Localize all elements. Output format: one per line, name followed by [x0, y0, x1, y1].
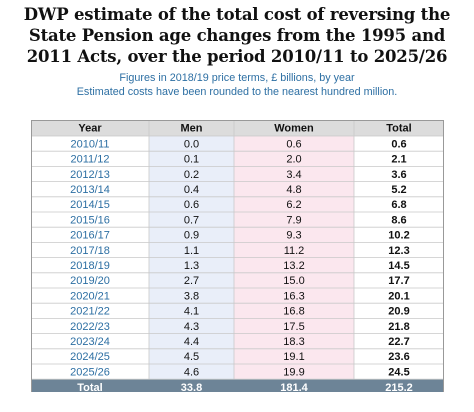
cost-table: Year Men Women Total 2010/11 0.0 0.6 0.6 2011/12…	[30, 120, 445, 396]
total-cell: 3.6	[391, 169, 406, 181]
column-header: Women	[274, 123, 314, 135]
year-cell: 2012/13	[70, 169, 110, 181]
total-cell: 6.8	[391, 199, 406, 211]
men-cell: 0.9	[184, 230, 199, 242]
women-cell: 15.0	[283, 275, 304, 287]
subtitle-line: Estimated costs have been rounded to the…	[76, 86, 398, 98]
column-header: Year	[78, 123, 102, 135]
title-line: DWP estimate of the total cost of revers…	[23, 5, 451, 24]
year-cell: 2018/19	[70, 260, 110, 272]
subtitle-line: Figures in 2018/19 price terms, £ billio…	[119, 72, 355, 84]
grand-total-cell: 215.2	[385, 382, 413, 392]
title-line: 2011 Acts, over the period 2010/11 to 20…	[26, 47, 448, 66]
year-cell: 2023/24	[70, 336, 110, 348]
total-cell: 23.6	[388, 351, 409, 363]
year-cell: 2022/23	[70, 321, 110, 333]
year-cell: 2024/25	[70, 351, 110, 363]
men-cell: 4.6	[184, 366, 199, 378]
women-cell: 19.9	[283, 366, 304, 378]
men-cell: 0.4	[184, 184, 199, 196]
women-cell: 9.3	[286, 230, 301, 242]
total-cell: 20.1	[388, 290, 409, 302]
grand-total-cell: Total	[77, 382, 102, 392]
year-cell: 2013/14	[70, 184, 110, 196]
men-cell: 1.1	[184, 245, 199, 257]
women-cell: 11.2	[284, 245, 305, 257]
total-cell: 8.6	[391, 214, 406, 226]
men-cell: 0.6	[184, 199, 199, 211]
cost-table-svg: Year Men Women Total 2010/11 0.0 0.6 0.6 2011/12…	[30, 120, 445, 396]
title-line: State Pension age changes from the 1995 …	[28, 26, 446, 45]
men-cell: 4.5	[184, 351, 199, 363]
women-cell: 16.8	[283, 306, 304, 318]
year-cell: 2011/12	[71, 154, 110, 166]
total-cell: 20.9	[388, 306, 409, 318]
men-cell: 4.4	[184, 336, 199, 348]
men-cell: 4.1	[184, 306, 199, 318]
men-cell: 4.3	[184, 321, 199, 333]
men-cell: 0.1	[184, 154, 199, 166]
women-cell: 19.1	[283, 351, 304, 363]
men-cell: 0.0	[184, 138, 199, 150]
total-cell: 2.1	[391, 154, 406, 166]
women-cell: 17.5	[283, 321, 304, 333]
grand-total-cell: 181.4	[280, 382, 308, 392]
men-cell: 3.8	[184, 290, 199, 302]
header-row-bg	[31, 120, 444, 136]
year-cell: 2016/17	[70, 230, 110, 242]
women-cell: 6.2	[286, 199, 301, 211]
year-cell: 2021/22	[70, 306, 110, 318]
total-cell: 12.3	[388, 245, 409, 257]
women-cell: 13.2	[283, 260, 304, 272]
chart-title: DWP estimate of the total cost of revers…	[0, 4, 474, 67]
total-cell: 5.2	[391, 184, 406, 196]
total-cell: 14.5	[388, 260, 409, 272]
grand-total-cell: 33.8	[181, 382, 202, 392]
total-cell: 24.5	[388, 366, 409, 378]
women-cell: 7.9	[286, 214, 301, 226]
year-cell: 2019/20	[70, 275, 110, 287]
women-cell: 2.0	[286, 154, 301, 166]
women-cell: 18.3	[283, 336, 304, 348]
year-cell: 2025/26	[70, 366, 110, 378]
women-cell: 16.3	[283, 290, 304, 302]
total-cell: 17.7	[388, 275, 409, 287]
men-cell: 0.7	[184, 214, 199, 226]
men-cell: 2.7	[184, 275, 199, 287]
total-cell: 0.6	[391, 138, 406, 150]
men-cell: 0.2	[184, 169, 199, 181]
total-cell: 21.8	[388, 321, 409, 333]
year-cell: 2017/18	[70, 245, 110, 257]
year-cell: 2020/21	[70, 290, 110, 302]
year-cell: 2015/16	[70, 214, 110, 226]
column-header: Total	[386, 123, 411, 135]
total-cell: 22.7	[388, 336, 409, 348]
women-cell: 4.8	[286, 184, 301, 196]
total-cell: 10.2	[388, 230, 409, 242]
men-cell: 1.3	[184, 260, 199, 272]
year-cell: 2014/15	[70, 199, 110, 211]
women-cell: 0.6	[286, 138, 301, 150]
year-cell: 2010/11	[71, 138, 110, 150]
women-cell: 3.4	[286, 169, 301, 181]
total-row-bg	[31, 379, 444, 396]
chart-subtitle: Figures in 2018/19 price terms, £ billio…	[0, 71, 474, 99]
column-header: Men	[181, 123, 203, 135]
